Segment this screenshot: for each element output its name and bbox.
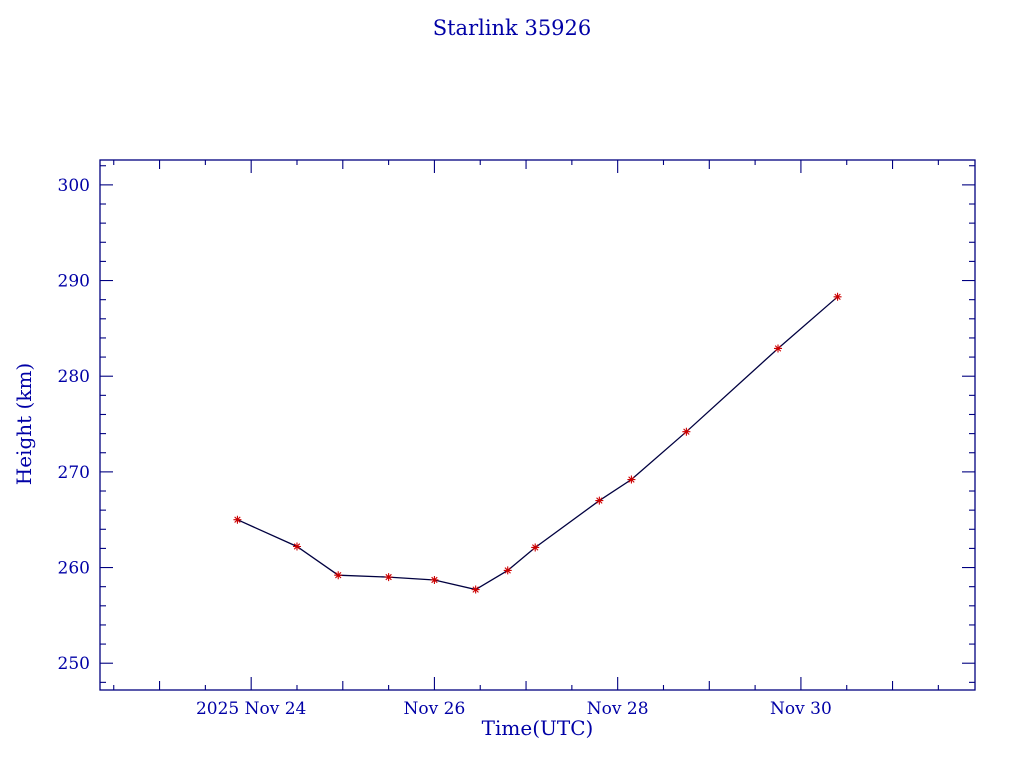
data-point-marker	[595, 496, 604, 505]
y-tick-label: 260	[58, 559, 90, 579]
y-tick-label: 300	[58, 176, 90, 196]
data-point-marker	[233, 515, 242, 524]
data-point-marker	[774, 344, 783, 353]
x-axis-label: Time(UTC)	[481, 716, 594, 740]
x-tick-label: 2025 Nov 24	[196, 699, 306, 719]
y-tick-label: 250	[58, 654, 90, 674]
data-point-marker	[531, 543, 540, 552]
data-point-marker	[627, 475, 636, 484]
data-point-marker	[503, 566, 512, 575]
data-point-marker	[682, 427, 691, 436]
y-tick-label: 270	[58, 463, 90, 483]
chart-title: Starlink 35926	[432, 16, 592, 40]
x-tick-label: Nov 26	[404, 699, 466, 719]
y-tick-label: 290	[58, 272, 90, 292]
data-point-marker	[471, 585, 480, 594]
data-point-marker	[833, 292, 842, 301]
x-tick-label: Nov 30	[770, 699, 832, 719]
x-tick-label: Nov 28	[587, 699, 649, 719]
y-tick-label: 280	[58, 367, 90, 387]
data-point-marker	[384, 573, 393, 582]
plot-frame	[99, 159, 976, 691]
data-point-marker	[334, 571, 343, 580]
data-point-marker	[292, 542, 301, 551]
data-point-marker	[430, 575, 439, 584]
